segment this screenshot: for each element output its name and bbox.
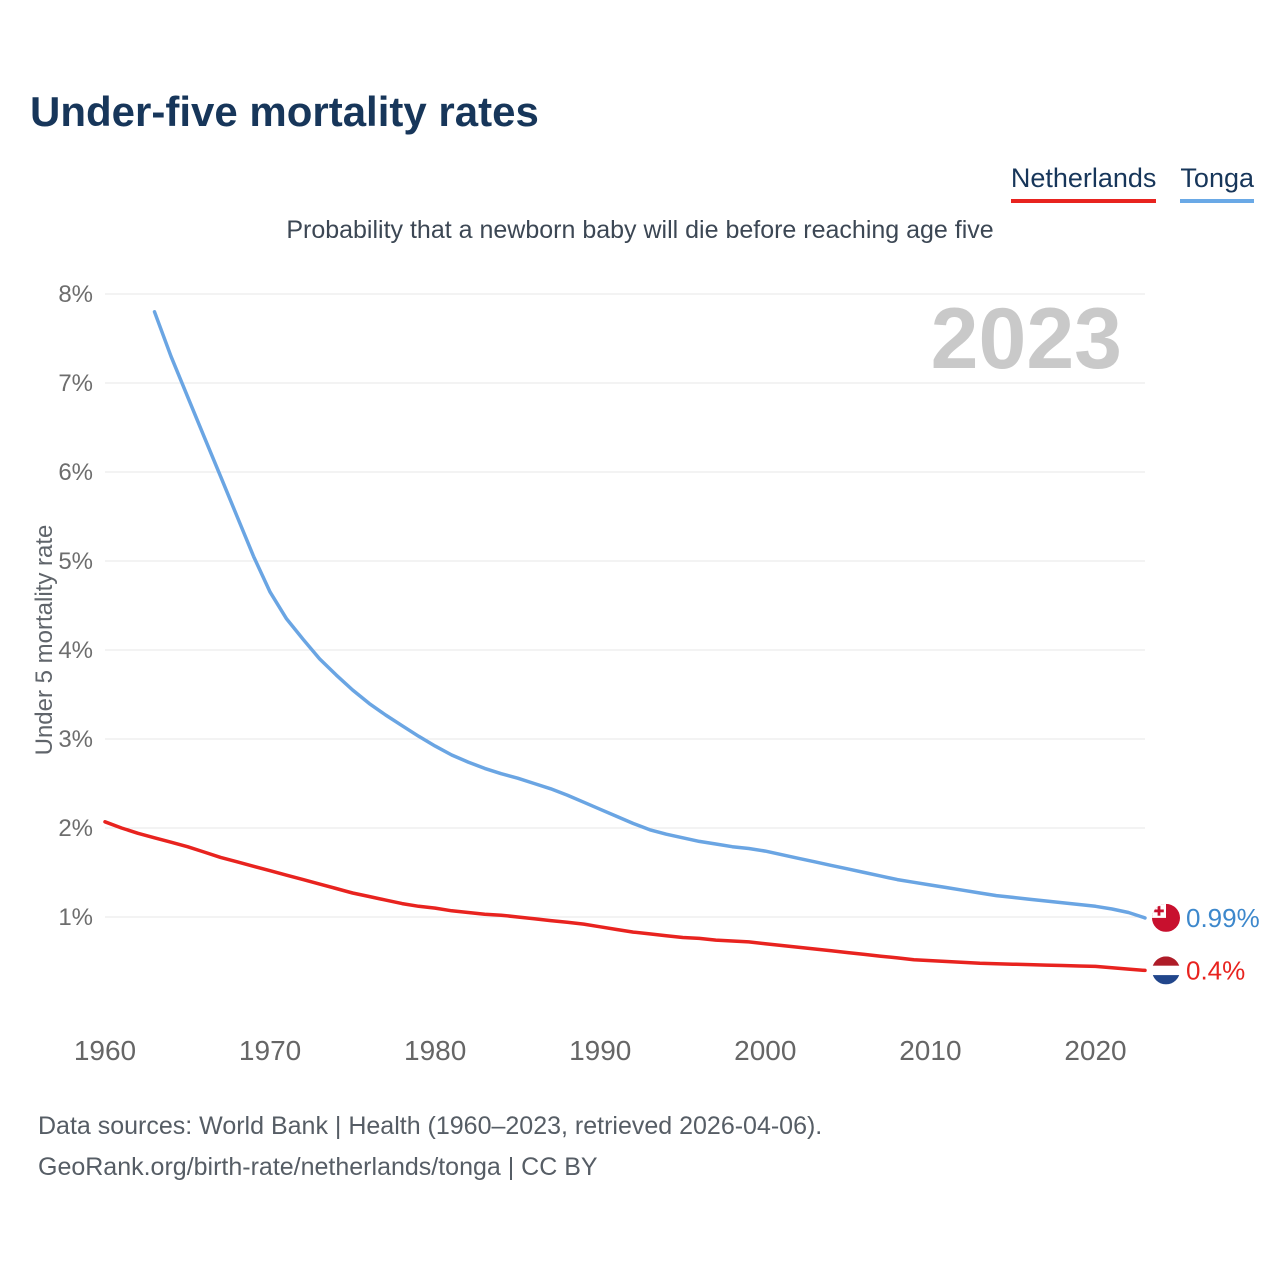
chart-subtitle: Probability that a newborn baby will die… <box>286 216 994 244</box>
chart-footer: Data sources: World Bank | Health (1960–… <box>38 1106 822 1188</box>
watermark-year: 2023 <box>931 291 1122 387</box>
series-line-netherlands <box>103 820 1147 973</box>
x-tick-label: 2000 <box>734 1035 796 1066</box>
end-value-label-netherlands: 0.4% <box>1186 955 1245 985</box>
y-tick-label: 7% <box>58 370 93 397</box>
legend-item-netherlands[interactable]: Netherlands <box>1010 163 1157 203</box>
data-sources-line: Data sources: World Bank | Health (1960–… <box>38 1112 823 1140</box>
y-tick-label: 6% <box>58 459 93 486</box>
x-tick-label: 1990 <box>569 1035 631 1066</box>
y-tick-label: 5% <box>58 548 93 575</box>
legend-item-tonga[interactable]: Tonga <box>1180 163 1254 203</box>
x-tick-label: 1970 <box>239 1035 301 1066</box>
series-line-tonga <box>152 310 1147 920</box>
end-value-label-tonga: 0.99% <box>1186 903 1260 933</box>
page-title: Under-five mortality rates <box>30 88 539 135</box>
attribution-line: GeoRank.org/birth-rate/netherlands/tonga… <box>38 1153 598 1181</box>
x-tick-label: 2020 <box>1064 1035 1126 1066</box>
y-tick-label: 1% <box>58 904 93 931</box>
y-tick-label: 8% <box>58 281 93 308</box>
x-tick-label: 1960 <box>74 1035 136 1066</box>
tonga-flag-icon <box>1152 903 1180 932</box>
x-tick-label: 2010 <box>899 1035 961 1066</box>
chart-legend: Netherlands Tonga <box>1010 163 1254 203</box>
y-tick-label: 3% <box>58 726 93 753</box>
y-tick-label: 2% <box>58 815 93 842</box>
x-tick-label: 1980 <box>404 1035 466 1066</box>
netherlands-flag-icon <box>1152 956 1180 985</box>
y-tick-label: 4% <box>58 637 93 664</box>
y-axis-label: Under 5 mortality rate <box>31 524 58 756</box>
